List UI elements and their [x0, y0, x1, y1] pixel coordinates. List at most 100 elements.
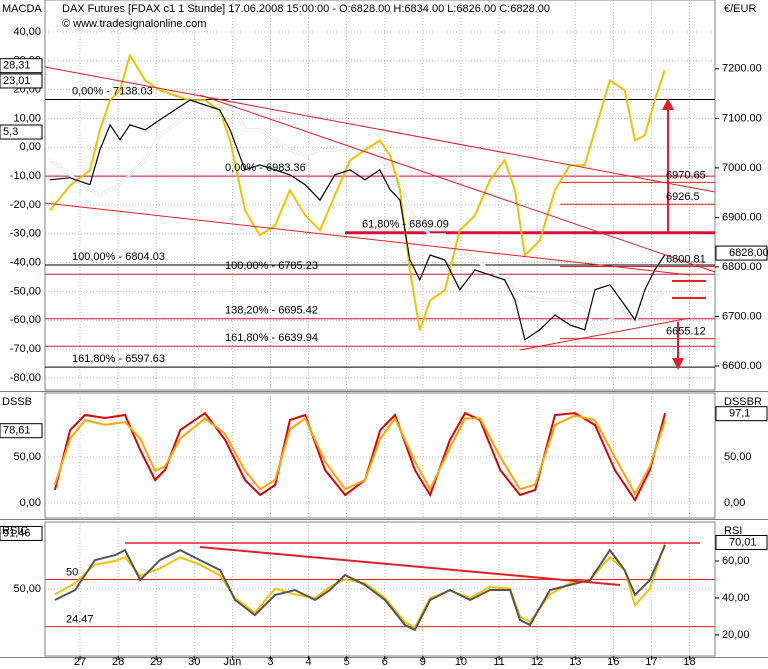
value-marker-label: 70,01	[729, 536, 757, 548]
value-marker-box	[0, 73, 43, 89]
value-marker-box	[0, 58, 43, 74]
x-tick-label: 17	[645, 656, 657, 668]
value-marker-label: 28,31	[3, 60, 31, 72]
target-label: 6926.5	[666, 191, 700, 203]
level-label: 50	[66, 566, 78, 578]
y2-axis-name: DSSBR	[724, 396, 762, 408]
value-marker-box	[715, 245, 768, 261]
y2-tick-label: 6700.00	[722, 310, 762, 322]
x-tick-label: 27	[74, 656, 86, 668]
value-marker-label: 6828,00	[729, 247, 768, 259]
level-label: 0,00% - 7138.03	[72, 85, 153, 97]
chart-title: DAX Futures [FDAX c1 1 Stunde] 17.06.200…	[62, 3, 550, 15]
annotations	[44, 66, 716, 586]
arrow-head	[672, 358, 684, 370]
series-line	[54, 544, 667, 632]
x-tick-label: 16	[607, 656, 619, 668]
y-tick-label: 10,00	[13, 112, 41, 124]
target-label: 6970.65	[666, 169, 706, 181]
level-label: 61,80% - 6869.09	[362, 219, 449, 231]
trend-line	[44, 66, 716, 193]
y2-tick-label: 20,00	[722, 629, 750, 641]
trend-line	[519, 317, 691, 351]
level-label: 24.47	[66, 614, 94, 626]
y-tick-label: -40,00	[10, 257, 41, 269]
value-marker-box	[0, 124, 43, 140]
x-tick-label: 18	[683, 656, 695, 668]
value-marker-box	[715, 406, 768, 422]
trend-line	[199, 94, 716, 273]
level-label: 161,80% - 6597.63	[72, 353, 165, 365]
labels: 40,0030,0020,0010,000,00-10,00-20,00-30,…	[0, 3, 768, 668]
y2-tick-label: 40,00	[722, 592, 750, 604]
y-tick-label: 0,00	[20, 141, 41, 153]
x-tick-label: 6	[382, 656, 388, 668]
level-label: 0,00% - 6983.36	[225, 162, 306, 174]
x-tick-label: Jun	[224, 656, 242, 668]
value-marker-label: 78,61	[3, 425, 31, 437]
plot-area	[44, 521, 716, 657]
x-tick-label: 30	[188, 656, 200, 668]
y-tick-label: 50,00	[13, 451, 41, 463]
y2-tick-label: 50,00	[724, 451, 752, 463]
level-label: 138,20% - 6695.42	[225, 305, 318, 317]
x-tick-label: 9	[420, 656, 426, 668]
value-marker-box	[0, 423, 43, 439]
y2-tick-label: 7100.00	[722, 112, 762, 124]
level-label: 100,00% - 6785.23	[225, 260, 318, 272]
x-tick-label: 29	[150, 656, 162, 668]
y-tick-label: 0,00	[20, 497, 41, 509]
value-marker-box	[0, 525, 43, 541]
trend-line	[199, 546, 621, 586]
target-label: 6655.12	[666, 326, 706, 338]
plot-area	[44, 0, 716, 391]
y2-tick-label: 60,00	[722, 555, 750, 567]
arrow-head	[662, 98, 674, 110]
indicator-name: MACDA	[2, 3, 42, 15]
y-tick-label: -20,00	[10, 199, 41, 211]
value-marker-box	[715, 534, 768, 550]
x-tick-label: 4	[306, 656, 312, 668]
y-tick-label: -30,00	[10, 228, 41, 240]
y2-tick-label: 0,00	[724, 497, 745, 509]
plot-layer	[45, 52, 715, 632]
level-label: 100,00% - 6804.03	[72, 251, 165, 263]
x-tick-label: 12	[531, 656, 543, 668]
y2-tick-label: 6600.00	[722, 360, 762, 372]
y2-axis-name: €/EUR	[724, 3, 756, 15]
series-line	[53, 414, 667, 496]
y2-tick-label: 7000.00	[722, 162, 762, 174]
y2-tick-label: 6800.00	[722, 261, 762, 273]
x-tick-label: 10	[455, 656, 467, 668]
series-line	[49, 98, 666, 332]
y-tick-label: -70,00	[10, 343, 41, 355]
series-line	[53, 411, 667, 502]
value-marker-label: 5,3	[3, 126, 18, 138]
value-marker-label: 97,1	[729, 408, 750, 420]
y2-tick-label: 7200.00	[722, 63, 762, 75]
series-line	[54, 542, 667, 629]
series-line	[49, 52, 666, 331]
y-tick-label: -80,00	[10, 372, 41, 384]
y-tick-label: -60,00	[10, 314, 41, 326]
x-tick-label: 11	[493, 656, 504, 668]
x-tick-label: 28	[112, 656, 124, 668]
level-label: 161,80% - 6639.94	[225, 332, 318, 344]
value-marker-label: 23,01	[3, 75, 31, 87]
x-tick-label: 13	[569, 656, 581, 668]
value-marker-label: 91,46	[3, 527, 31, 539]
indicator-name: RSIC	[2, 525, 28, 537]
x-tick-label: 5	[344, 656, 350, 668]
y-tick-label: 50,00	[13, 583, 41, 595]
x-tick-label: 3	[267, 656, 273, 668]
y-tick-label: 40,00	[13, 26, 41, 38]
y2-axis-name: RSI	[724, 525, 742, 537]
target-label: 6800.81	[666, 253, 706, 265]
plot-area	[44, 392, 716, 519]
watermark: © www.tradesignalonline.com	[62, 18, 206, 30]
y2-tick-label: 6900.00	[722, 211, 762, 223]
y-tick-label: -50,00	[10, 285, 41, 297]
indicator-name: DSSB	[2, 396, 32, 408]
